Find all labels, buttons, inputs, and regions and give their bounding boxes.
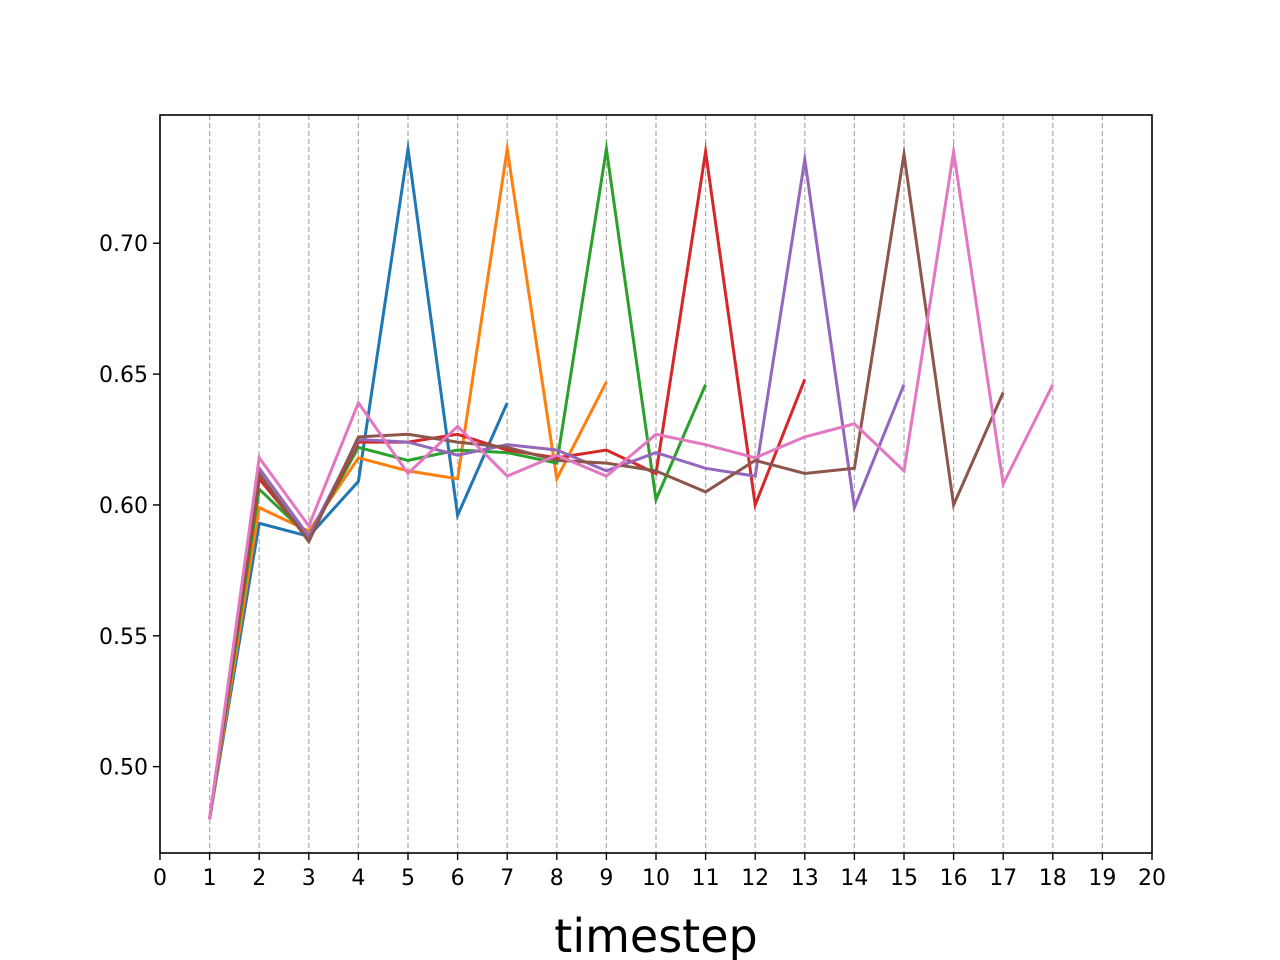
y-tick-label: 0.60 [99,494,148,519]
x-tick-label: 10 [642,866,670,891]
x-tick-label: 7 [500,866,514,891]
x-tick-label: 15 [890,866,918,891]
x-axis-ticks: 0 1 2 3 4 5 6 7 8 9 10 11 12 13 14 15 16 17 18 19 20 [153,853,1166,891]
x-tick-label: 3 [302,866,316,891]
x-tick-label: 19 [1088,866,1116,891]
x-axis-label: timestep [554,909,757,960]
x-tick-label: 17 [989,866,1017,891]
y-tick-label: 0.50 [99,756,148,781]
y-tick-label: 0.70 [99,232,148,257]
grid-lines [208,115,1104,853]
x-tick-label: 9 [599,866,613,891]
x-tick-label: 4 [351,866,365,891]
x-tick-label: 20 [1138,866,1166,891]
series-line-7 [208,141,1055,820]
x-tick-label: 13 [791,866,819,891]
x-tick-label: 6 [451,866,465,891]
series-lines [208,138,1055,820]
series-line-6 [208,144,1005,820]
x-tick-label: 12 [741,866,769,891]
x-tick-label: 1 [203,866,217,891]
x-tick-label: 16 [940,866,968,891]
x-tick-label: 18 [1039,866,1067,891]
y-tick-label: 0.55 [99,625,148,650]
x-tick-label: 0 [153,866,167,891]
x-tick-label: 8 [550,866,564,891]
series-line-5 [208,149,906,820]
series-line-1 [208,138,509,820]
x-tick-label: 2 [252,866,266,891]
x-tick-label: 5 [401,866,415,891]
x-tick-label: 14 [840,866,868,891]
x-tick-label: 11 [692,866,720,891]
y-tick-label: 0.65 [99,363,148,388]
y-axis-ticks: 0.50 0.55 0.60 0.65 0.70 [99,232,160,781]
